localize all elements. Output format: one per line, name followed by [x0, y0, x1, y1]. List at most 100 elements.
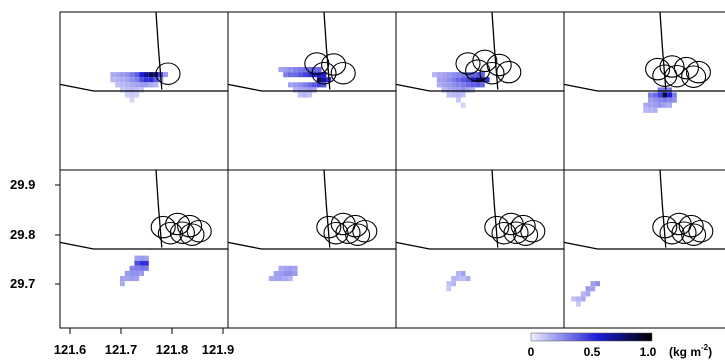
density-cell [292, 270, 298, 276]
density-cell [307, 82, 312, 88]
density-cell [446, 281, 452, 287]
ring-track [157, 221, 183, 245]
x-tick-label: 121.8 [156, 342, 189, 357]
density-cell [451, 82, 456, 88]
density-cell [134, 87, 140, 93]
ring-track [688, 219, 714, 243]
ring-track [491, 221, 517, 245]
panel-grid [59, 11, 725, 329]
density-cell [662, 97, 668, 103]
density-cell [316, 77, 322, 83]
density-cell [456, 92, 461, 98]
density-cell [667, 87, 672, 93]
density-cell [153, 77, 159, 83]
density-cell [667, 102, 672, 108]
density-cell [115, 82, 120, 88]
panel-7 [395, 169, 565, 329]
density-cell [307, 72, 312, 78]
density-cell [643, 102, 648, 108]
density-cell [648, 107, 653, 113]
density-cell [446, 72, 452, 78]
density-cell [580, 291, 586, 297]
density-cell [148, 72, 154, 78]
ring-track [321, 53, 347, 76]
jetty-line [323, 169, 331, 248]
jetty-line [659, 169, 667, 248]
panel-5 [59, 169, 229, 329]
density-cell [312, 67, 317, 73]
colorbar-unit-suffix: ) [708, 345, 712, 359]
density-cell [456, 87, 461, 93]
density-cell [139, 87, 144, 93]
density-cell [144, 265, 149, 271]
density-cell [321, 82, 327, 88]
density-cell [163, 72, 168, 78]
density-cell [134, 265, 140, 271]
coastline [395, 83, 564, 92]
density-cell [465, 87, 471, 93]
density-cell [595, 281, 600, 287]
density-cell [278, 67, 284, 73]
density-cell [460, 102, 466, 108]
density-cell [652, 107, 658, 113]
density-cell [580, 296, 586, 302]
density-cell [134, 276, 140, 282]
density-cell [115, 77, 120, 83]
density-cell [456, 276, 461, 282]
density-cell [124, 270, 130, 276]
density-cell [124, 77, 130, 83]
density-cell [302, 87, 308, 93]
density-cell [441, 72, 447, 78]
density-cell [446, 286, 452, 292]
density-cell [456, 97, 461, 103]
ring-track [659, 55, 685, 78]
x-tick-label: 121.7 [105, 342, 138, 357]
density-cell [139, 270, 144, 276]
density-cell [288, 265, 293, 271]
jetty-line [155, 11, 163, 90]
density-cell [441, 82, 447, 88]
density-cell [652, 97, 658, 103]
density-cell [446, 77, 452, 83]
density-cell [475, 82, 480, 88]
ring-track [685, 60, 711, 84]
x-tick-label: 121.9 [202, 342, 235, 357]
density-cell [456, 77, 461, 83]
density-cell [129, 270, 135, 276]
density-cell [134, 72, 140, 78]
density-cell [460, 270, 466, 276]
colorbar-unit-prefix: (kg m [669, 345, 701, 359]
density-cell [297, 82, 303, 88]
coastline [59, 83, 228, 92]
density-cell [115, 72, 120, 78]
density-cell [465, 77, 471, 83]
density-cell [316, 82, 322, 88]
y-tick-label: 29.9 [10, 177, 35, 192]
y-tick-label: 29.8 [10, 227, 35, 242]
density-cell [316, 72, 322, 78]
density-cell [144, 260, 149, 266]
density-cell [302, 67, 308, 73]
density-cell [585, 286, 591, 292]
density-cell [480, 82, 485, 88]
density-cell [475, 72, 480, 78]
density-cell [139, 265, 144, 271]
ring-track [681, 223, 707, 246]
ring-track [673, 56, 699, 80]
density-cell [139, 255, 144, 261]
density-cell [292, 265, 298, 271]
density-cell [307, 87, 312, 93]
density-cell [662, 92, 668, 98]
ring-track [664, 64, 690, 88]
density-cell [321, 72, 327, 78]
density-cell [672, 92, 677, 98]
density-cell [652, 102, 658, 108]
density-cell [129, 276, 135, 282]
density-cell [441, 87, 447, 93]
density-cell [456, 82, 461, 88]
density-cell [667, 97, 672, 103]
density-cell [153, 82, 159, 88]
colorbar-unit-label: (kg m-2) [669, 343, 712, 359]
y-tick-label: 29.7 [10, 276, 35, 291]
density-cell [307, 92, 312, 98]
